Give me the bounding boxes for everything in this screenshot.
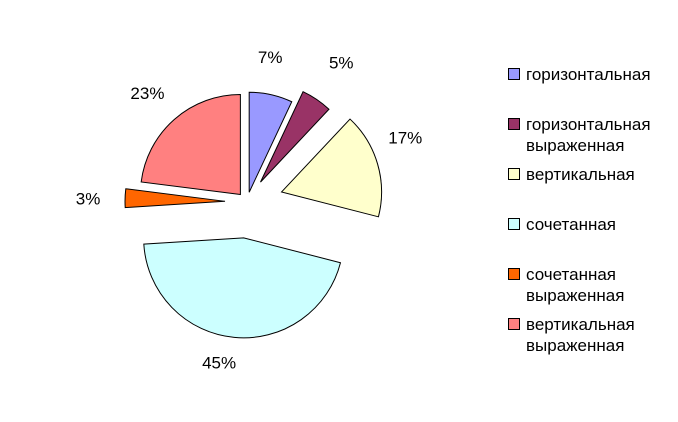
slice-label-1: 7% (258, 48, 283, 67)
pie-slice-4 (143, 237, 342, 339)
legend-label-5: сочетанная выраженная (526, 265, 625, 305)
pie-slice-1 (248, 91, 293, 193)
legend-label-3: вертикальная (526, 165, 635, 184)
legend-swatch-4 (508, 218, 520, 230)
legend-item-1: горизонтальная (508, 64, 651, 85)
legend-item-3: вертикальная (508, 164, 635, 185)
pie-slice-2 (260, 91, 330, 183)
pie-slice-3 (280, 118, 383, 218)
slice-label-3: 17% (388, 128, 422, 147)
slice-label-6: 23% (130, 84, 164, 103)
legend-label-4: сочетанная (526, 215, 617, 234)
slice-label-2: 5% (329, 54, 354, 73)
legend-swatch-6 (508, 318, 520, 330)
legend-label-6: вертикальная выраженная (526, 315, 635, 355)
legend-swatch-3 (508, 168, 520, 180)
legend-label-2: горизонтальная выраженная (526, 115, 651, 155)
slice-label-5: 3% (76, 190, 101, 209)
legend-item-5: сочетанная выраженная (508, 264, 624, 306)
pie-slice-5 (124, 188, 226, 209)
legend-item-4: сочетанная (508, 214, 616, 235)
legend-item-6: вертикальная выраженная (508, 314, 635, 356)
legend-swatch-1 (508, 68, 520, 80)
legend-label-1: горизонтальная (526, 65, 651, 84)
slice-label-4: 45% (202, 354, 236, 373)
legend-swatch-5 (508, 268, 520, 280)
legend-swatch-2 (508, 118, 520, 130)
pie-slice-6 (140, 93, 241, 196)
legend-item-2: горизонтальная выраженная (508, 114, 651, 156)
